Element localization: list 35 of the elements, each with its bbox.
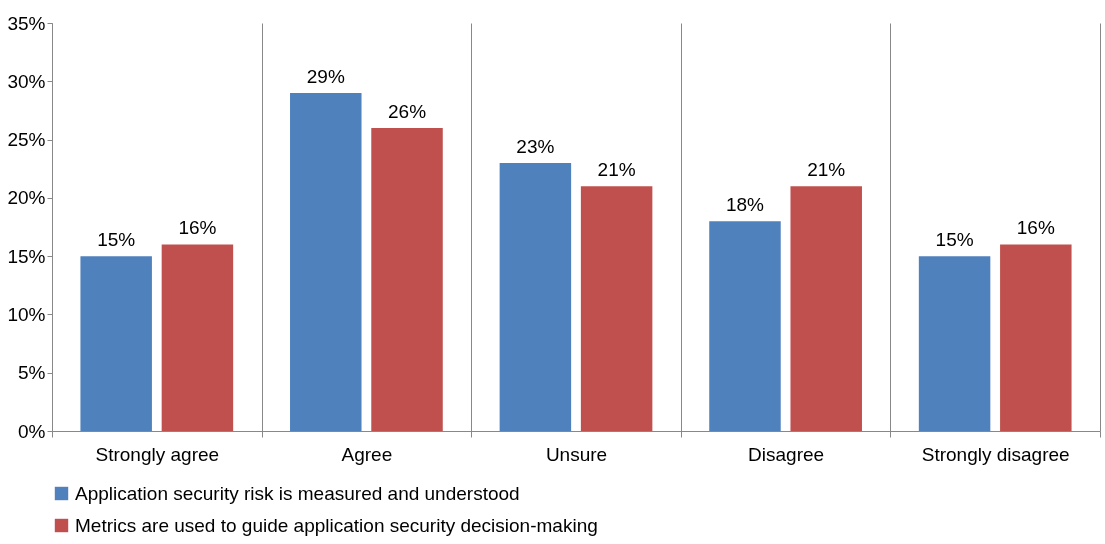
data-label: 21% — [807, 159, 846, 181]
bar — [371, 127, 443, 431]
data-label: 15% — [935, 229, 974, 251]
bar — [499, 162, 572, 431]
y-tick-label: 5% — [18, 362, 46, 384]
y-tick-label: 10% — [7, 303, 46, 325]
x-tick-label: Agree — [341, 443, 393, 465]
y-tick-label: 25% — [7, 129, 46, 151]
data-label: 23% — [516, 135, 555, 157]
x-tick-label: Unsure — [545, 443, 608, 465]
data-label: 26% — [388, 100, 427, 122]
bar — [80, 256, 152, 431]
y-tick-label: 15% — [7, 245, 46, 267]
data-label: 16% — [1016, 217, 1055, 239]
x-tick-label: Strongly agree — [95, 443, 220, 465]
bar — [161, 244, 234, 431]
legend-label: Metrics are used to guide application security decision-making — [75, 514, 598, 536]
bar — [580, 186, 653, 431]
x-tick-label: Strongly disagree — [921, 443, 1070, 465]
x-tick-label: Disagree — [748, 443, 825, 465]
data-label: 15% — [97, 229, 136, 251]
bar — [1000, 244, 1072, 431]
data-label: 16% — [178, 217, 217, 239]
bar — [709, 221, 781, 431]
data-label: 21% — [597, 159, 636, 181]
legend-label: Application security risk is measured and understood — [75, 482, 520, 504]
data-label: 29% — [306, 65, 345, 87]
data-label: 18% — [725, 194, 765, 216]
bar — [290, 92, 362, 431]
y-tick-label: 0% — [18, 420, 46, 442]
y-tick-label: 20% — [7, 187, 46, 209]
y-tick-label: 35% — [7, 12, 46, 34]
bar — [918, 256, 991, 431]
bar — [790, 186, 862, 431]
y-tick-label: 30% — [7, 70, 46, 92]
